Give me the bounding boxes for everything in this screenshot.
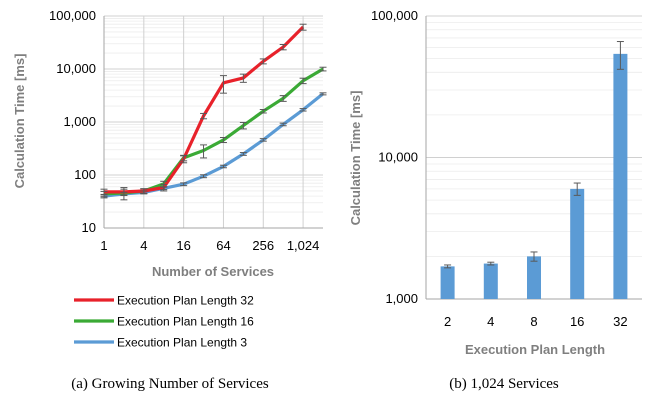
error-bar bbox=[279, 95, 287, 102]
legend-label: Execution Plan Length 3 bbox=[117, 336, 247, 350]
x-tick-labels: 1 4 16 64 256 1,024 bbox=[100, 238, 319, 253]
caption-b: (b) 1,024 Services bbox=[449, 376, 559, 392]
y-axis-title: Calculation Time [ms] bbox=[12, 54, 27, 189]
error-bar bbox=[616, 41, 624, 70]
error-bar bbox=[180, 155, 188, 164]
error-bar bbox=[259, 109, 267, 114]
error-bar bbox=[219, 75, 227, 94]
error-bar bbox=[530, 251, 538, 262]
error-bar bbox=[100, 188, 108, 196]
y-tick-label: 10 bbox=[82, 220, 96, 235]
error-bar bbox=[319, 92, 327, 96]
error-bar bbox=[319, 66, 327, 72]
y-tick-label: 100 bbox=[74, 167, 96, 182]
x-tick-label: 4 bbox=[487, 314, 494, 329]
legend-label: Execution Plan Length 16 bbox=[117, 315, 254, 329]
error-bar bbox=[279, 43, 287, 51]
error-bar bbox=[573, 182, 581, 196]
error-bar bbox=[239, 121, 247, 130]
error-bar bbox=[299, 108, 307, 112]
x-axis-title: Execution Plan Length bbox=[465, 342, 605, 357]
error-bar bbox=[120, 188, 128, 196]
y-tick-label: 1,000 bbox=[385, 291, 418, 306]
error-bars bbox=[100, 23, 327, 201]
error-bar bbox=[444, 264, 452, 269]
error-bar bbox=[299, 23, 307, 31]
x-tick-labels: 2 4 8 16 32 bbox=[444, 314, 628, 329]
error-bar bbox=[259, 58, 267, 65]
error-bar bbox=[200, 112, 208, 120]
x-tick-label: 1 bbox=[100, 238, 107, 253]
y-tick-label: 10,000 bbox=[378, 150, 418, 165]
x-tick-label: 256 bbox=[252, 238, 274, 253]
x-tick-label: 2 bbox=[444, 314, 451, 329]
error-bar bbox=[239, 152, 247, 156]
grid-lines bbox=[426, 15, 642, 300]
error-bar bbox=[200, 174, 208, 179]
y-tick-label: 10,000 bbox=[56, 61, 96, 76]
y-tick-labels: 1,000 10,000 100,000 bbox=[371, 8, 418, 306]
error-bar bbox=[219, 136, 227, 144]
chart-1024-services: 1,000 10,000 100,000 2 4 8 16 32 Calculation T… bbox=[348, 8, 642, 392]
x-tick-label: 32 bbox=[613, 314, 627, 329]
error-bar bbox=[299, 77, 307, 85]
x-tick-label: 4 bbox=[140, 238, 147, 253]
caption-a: (a) Growing Number of Services bbox=[71, 376, 269, 392]
x-tick-label: 16 bbox=[176, 238, 190, 253]
legend-label: Execution Plan Length 32 bbox=[117, 294, 254, 308]
grid-lines bbox=[103, 15, 323, 229]
legend: Execution Plan Length 32 Execution Plan L… bbox=[74, 294, 254, 350]
bar bbox=[440, 266, 455, 299]
error-bar bbox=[219, 164, 227, 169]
error-bar bbox=[487, 261, 495, 266]
error-bar bbox=[279, 122, 287, 127]
y-tick-label: 100,000 bbox=[371, 8, 418, 23]
error-bar bbox=[180, 182, 188, 187]
error-bar bbox=[140, 188, 148, 194]
x-tick-label: 1,024 bbox=[287, 238, 320, 253]
bar bbox=[613, 53, 628, 299]
bar bbox=[527, 256, 541, 299]
legend-item: Execution Plan Length 16 bbox=[74, 315, 254, 329]
x-tick-label: 8 bbox=[530, 314, 537, 329]
legend-item: Execution Plan Length 32 bbox=[74, 294, 254, 308]
bar bbox=[570, 188, 585, 299]
error-bar bbox=[259, 138, 267, 142]
x-axis-title: Number of Services bbox=[152, 264, 274, 279]
y-axis-title: Calculation Time [ms] bbox=[348, 91, 363, 226]
error-bar bbox=[160, 184, 168, 192]
legend-item: Execution Plan Length 3 bbox=[74, 336, 247, 350]
series-line bbox=[104, 25, 305, 194]
y-tick-labels: 10 100 1,000 10,000 100,000 bbox=[49, 8, 96, 235]
chart-growing-services: 10 100 1,000 10,000 100,000 1 4 16 64 256 1,024 C… bbox=[12, 8, 327, 392]
x-tick-label: 64 bbox=[216, 238, 230, 253]
x-tick-label: 16 bbox=[570, 314, 584, 329]
y-tick-label: 1,000 bbox=[63, 114, 96, 129]
bar bbox=[483, 263, 498, 299]
error-bars bbox=[444, 41, 624, 269]
bars bbox=[440, 53, 628, 299]
series-lines bbox=[103, 25, 325, 198]
error-bar bbox=[200, 144, 208, 159]
error-bar bbox=[239, 73, 247, 83]
y-tick-label: 100,000 bbox=[49, 8, 96, 23]
